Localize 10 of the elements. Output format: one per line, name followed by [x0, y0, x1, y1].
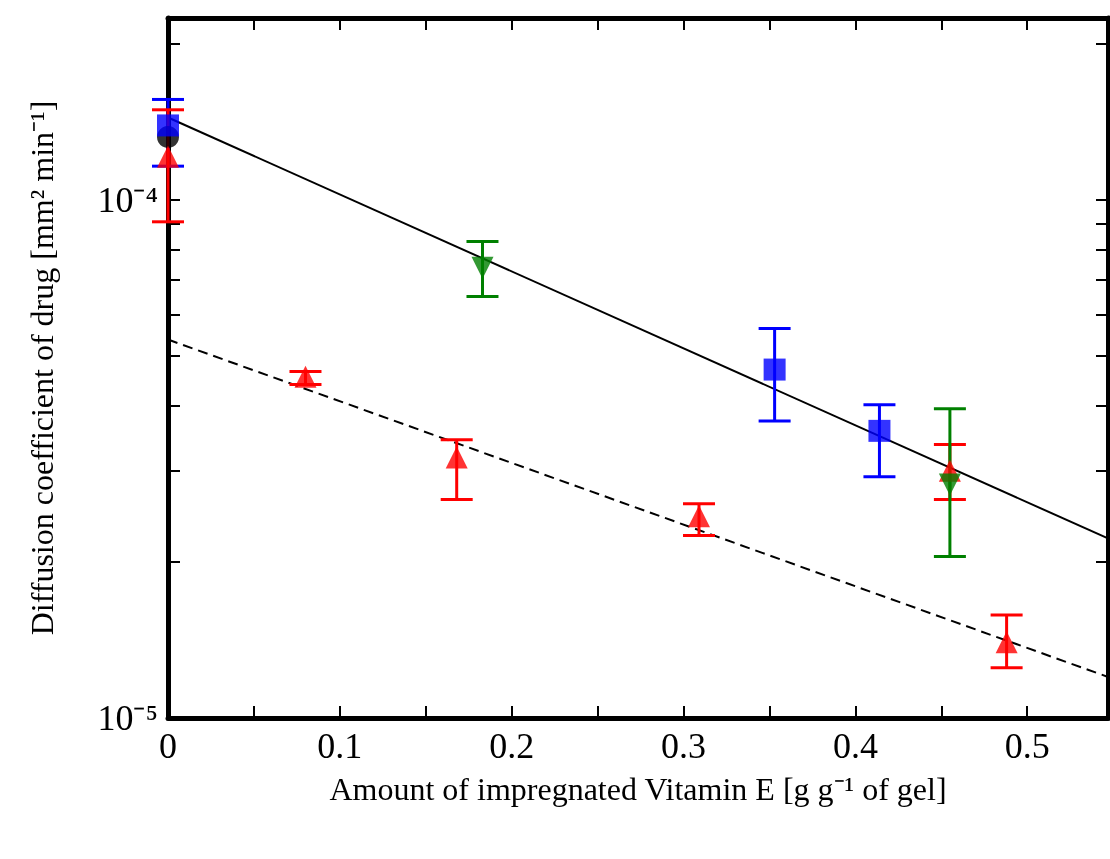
- x-tick-label: 0.2: [489, 726, 535, 766]
- x-axis-title: Amount of impregnated Vitamin E [g g⁻¹ of gel]: [329, 771, 947, 807]
- y-tick-label: 10⁻⁴: [97, 179, 158, 220]
- x-tick-label: 0.5: [1004, 726, 1050, 766]
- x-tick-label: 0.1: [317, 726, 363, 766]
- x-tick-label: 0.3: [661, 726, 707, 766]
- y-tick-label: 10⁻⁵: [97, 698, 158, 738]
- x-tick-label: 0.4: [832, 726, 878, 766]
- x-tick-label: 0: [159, 726, 177, 766]
- y-axis-title: Diffusion coefficient of drug [mm² min⁻¹]: [24, 100, 60, 636]
